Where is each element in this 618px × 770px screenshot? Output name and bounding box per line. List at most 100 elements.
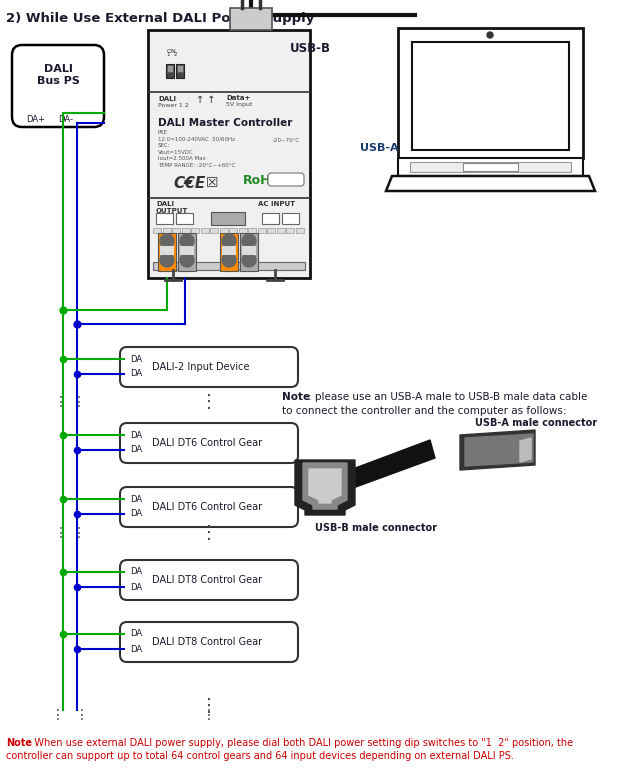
- Text: ⋮: ⋮: [72, 526, 86, 540]
- Bar: [286, 228, 294, 233]
- Bar: [176, 213, 193, 224]
- Text: intti: intti: [279, 177, 293, 183]
- Text: AC INPUT: AC INPUT: [258, 201, 295, 207]
- Bar: [220, 233, 238, 271]
- Circle shape: [180, 234, 194, 248]
- Bar: [172, 228, 180, 233]
- Text: ↑ ↑: ↑ ↑: [196, 95, 216, 105]
- Bar: [248, 228, 256, 233]
- Bar: [156, 213, 173, 224]
- Bar: [239, 228, 247, 233]
- Text: : please use an USB-A male to USB-B male data cable: : please use an USB-A male to USB-B male…: [308, 392, 587, 402]
- Bar: [230, 8, 272, 30]
- Bar: [262, 213, 279, 224]
- Bar: [158, 233, 176, 271]
- Text: Note: Note: [6, 738, 32, 748]
- Text: to connect the controller and the computer as follows:: to connect the controller and the comput…: [282, 406, 567, 416]
- Text: ⋮: ⋮: [200, 524, 218, 542]
- FancyBboxPatch shape: [268, 173, 304, 186]
- Bar: [148, 30, 310, 278]
- Bar: [182, 228, 190, 233]
- Circle shape: [160, 253, 174, 267]
- Text: DA: DA: [130, 494, 142, 504]
- Text: ⋮: ⋮: [54, 526, 68, 540]
- Text: DALI: DALI: [158, 96, 176, 102]
- Text: DA: DA: [130, 644, 142, 654]
- FancyBboxPatch shape: [120, 560, 298, 600]
- Text: USB-B male connector: USB-B male connector: [315, 523, 437, 533]
- Text: DALI-2 Input Device: DALI-2 Input Device: [152, 362, 250, 372]
- Circle shape: [222, 234, 236, 248]
- Text: 1  2: 1 2: [167, 52, 177, 58]
- Text: : When use external DALI power supply, please dial both DALI power setting dip s: : When use external DALI power supply, p…: [28, 738, 573, 748]
- Text: RoHS: RoHS: [243, 173, 281, 186]
- Text: DALI DT8 Control Gear: DALI DT8 Control Gear: [152, 575, 262, 585]
- Polygon shape: [460, 430, 535, 470]
- Text: DA-: DA-: [58, 115, 73, 123]
- Circle shape: [487, 32, 493, 38]
- Text: DALI DT6 Control Gear: DALI DT6 Control Gear: [152, 502, 262, 512]
- Circle shape: [180, 253, 194, 267]
- Bar: [229, 228, 237, 233]
- Text: ON: ON: [167, 49, 177, 54]
- Text: USB-A male connector: USB-A male connector: [475, 418, 597, 428]
- Circle shape: [242, 253, 256, 267]
- Bar: [191, 228, 199, 233]
- Text: Power 1 2: Power 1 2: [158, 103, 188, 108]
- Text: DA+: DA+: [158, 216, 171, 221]
- Polygon shape: [386, 176, 595, 191]
- Text: ⋮: ⋮: [75, 708, 89, 722]
- Bar: [163, 228, 171, 233]
- FancyBboxPatch shape: [120, 622, 298, 662]
- Circle shape: [160, 234, 174, 248]
- Polygon shape: [303, 463, 347, 509]
- Bar: [211, 212, 245, 225]
- Bar: [267, 228, 275, 233]
- Polygon shape: [350, 440, 435, 488]
- Text: ⋮: ⋮: [72, 395, 86, 409]
- Text: DA+: DA+: [26, 115, 45, 123]
- Bar: [258, 228, 266, 233]
- Bar: [410, 162, 571, 172]
- Text: DA: DA: [130, 630, 142, 638]
- Text: DA: DA: [130, 567, 142, 577]
- Text: DALI Master Controller: DALI Master Controller: [158, 118, 292, 128]
- Bar: [222, 246, 236, 255]
- Text: DA: DA: [130, 354, 142, 363]
- Bar: [398, 158, 583, 176]
- Bar: [167, 65, 173, 72]
- Text: 5V Input: 5V Input: [226, 102, 253, 107]
- FancyBboxPatch shape: [120, 423, 298, 463]
- FancyBboxPatch shape: [120, 347, 298, 387]
- Bar: [180, 246, 194, 255]
- Bar: [240, 233, 258, 271]
- Text: DALI
Bus PS: DALI Bus PS: [36, 64, 80, 85]
- Bar: [177, 65, 183, 72]
- Bar: [210, 228, 218, 233]
- Text: DA: DA: [130, 446, 142, 454]
- Bar: [282, 213, 299, 224]
- Text: DA: DA: [130, 510, 142, 518]
- Bar: [219, 228, 227, 233]
- Bar: [398, 28, 583, 158]
- Text: DA: DA: [130, 370, 142, 379]
- Text: -20~70°C: -20~70°C: [273, 138, 300, 143]
- Polygon shape: [295, 460, 355, 515]
- Bar: [178, 233, 196, 271]
- Text: N: N: [288, 216, 293, 221]
- FancyBboxPatch shape: [12, 45, 104, 127]
- Text: DA: DA: [130, 430, 142, 440]
- Circle shape: [242, 234, 256, 248]
- Text: DA: DA: [130, 582, 142, 591]
- Polygon shape: [465, 434, 533, 466]
- Text: ⋮: ⋮: [51, 708, 65, 722]
- Polygon shape: [520, 438, 531, 462]
- Text: Note: Note: [282, 392, 310, 402]
- Text: Data+: Data+: [226, 95, 250, 101]
- Bar: [242, 246, 256, 255]
- Text: DALI
OUTPUT: DALI OUTPUT: [156, 201, 188, 214]
- Text: controller can support up to total 64 control gears and 64 input devices dependi: controller can support up to total 64 co…: [6, 751, 514, 761]
- Bar: [276, 228, 284, 233]
- Bar: [295, 228, 303, 233]
- Bar: [166, 64, 174, 78]
